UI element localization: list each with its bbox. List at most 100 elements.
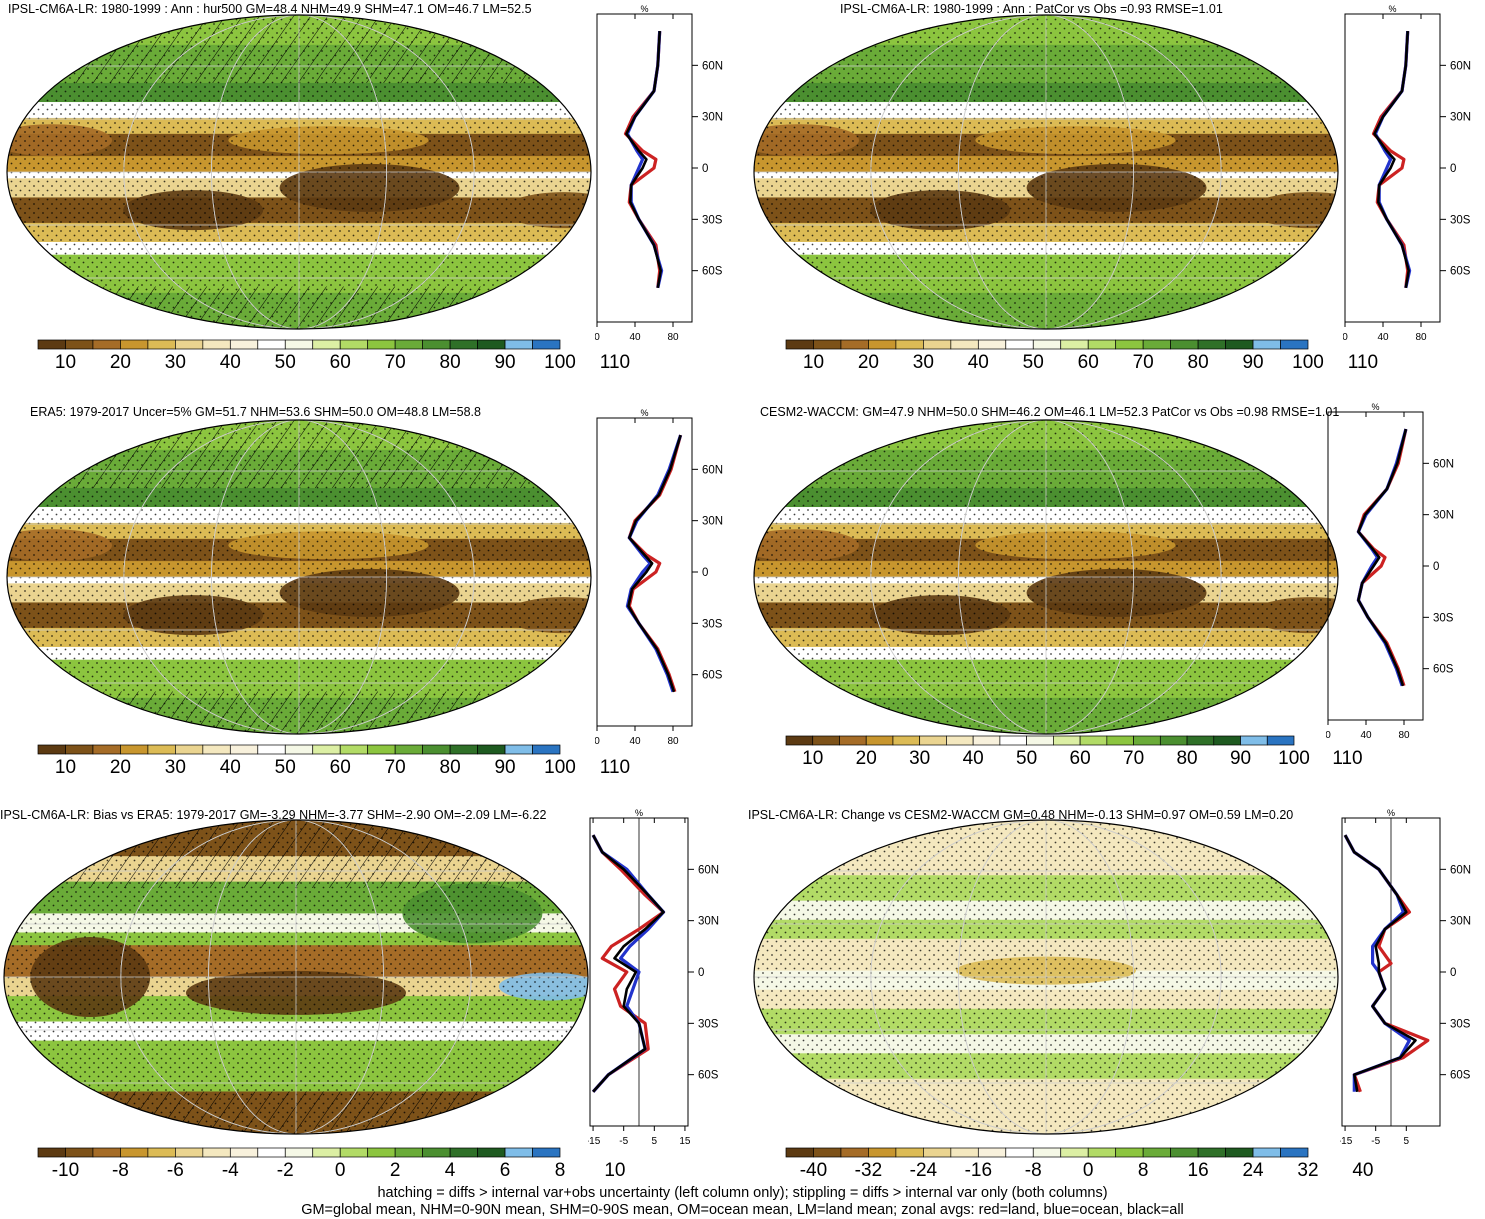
colorbar-box [394,339,423,350]
colorbar-box [65,1147,94,1158]
colorbar-box [840,339,869,350]
colorbar-box [892,735,921,746]
colorbar-label: 2 [389,1160,401,1181]
colorbar-box [37,339,66,350]
y-tick-label: 60S [1450,266,1471,278]
colorbar-label: 30 [164,757,186,778]
colorbar-box [1280,339,1309,350]
colorbar-box [504,744,533,755]
colorbar-label: 70 [1132,352,1154,373]
colorbar-box [1197,1147,1226,1158]
colorbar-label: 4 [444,1160,456,1181]
y-tick-label: 30S [1450,1018,1471,1030]
colorbar-box [120,1147,149,1158]
y-tick-label: 0 [1433,561,1439,573]
colorbar-label: 90 [1229,748,1252,769]
zonal-profile: % 60N 30N 0 30S 60S 0 40 80 [594,4,723,343]
map-p6 [752,818,1340,1141]
x-tick-label: 5 [1404,1136,1410,1146]
colorbar-label: 60 [1069,748,1091,769]
map-p2 [752,13,1340,336]
colorbar-box [1186,735,1215,746]
colorbar-p5 [37,1146,561,1164]
colorbar-box [477,1147,506,1158]
colorbar-box [1005,1147,1034,1158]
profile-line-all [625,31,662,289]
colorbar-box [785,1147,814,1158]
x-tick-label: 0 [595,332,600,342]
colorbar-box [147,339,176,350]
graticule-line [957,820,1134,1134]
x-tick-label: 15 [679,1136,691,1146]
map-plot [3,819,589,1135]
colorbar-label: 60 [329,352,351,373]
x-tick-label: 0 [1343,332,1348,342]
colorbar-box [1106,735,1134,746]
colorbar-box [865,735,894,746]
graticule-line [870,420,1222,734]
y-tick-label: 30S [1433,612,1454,624]
colorbar-label: 70 [384,352,406,373]
x-tick-label: 40 [629,736,641,746]
profile-unit: % [1387,808,1395,818]
colorbar-box [1060,339,1089,350]
colorbar-box [37,1147,66,1158]
colorbar-box [813,1147,842,1158]
colorbar-box [504,339,533,350]
colorbar-p3 [37,743,561,761]
y-tick-label: 60S [702,670,723,682]
colorbar-box [339,339,369,350]
zonal-profile: % 60N 30N 0 30S 60S 0 40 80 [1342,4,1471,343]
colorbar-label: 80 [1187,352,1209,373]
profile-p1: % 60N 30N 0 30S 60S 0 40 80 [594,4,735,347]
colorbar-box [120,339,149,350]
map-border [3,819,589,1135]
colorbar-label: -2 [276,1160,294,1181]
colorbar-box [65,744,94,755]
graticule-line [957,420,1134,734]
colorbar-box [1170,339,1199,350]
graticule-line [870,820,1222,1134]
colorbar-box [367,744,396,755]
colorbar-box [946,735,974,746]
colorbar-label: 90 [1242,352,1264,373]
map-plot [753,14,1339,330]
colorbar-box [202,339,231,350]
map-plot [6,14,592,330]
colorbar-label: 70 [384,757,406,778]
y-tick-label: 60N [698,864,719,876]
colorbar-label: 0 [334,1160,346,1181]
colorbar [37,339,561,350]
colorbar-box [147,1147,176,1158]
colorbar-label: 90 [494,352,516,373]
y-tick-label: 30S [698,1018,719,1030]
colorbar-label: 100 [1292,352,1324,373]
x-tick-label: 0 [595,736,600,746]
colorbar-label: 30 [909,748,931,769]
colorbar-label: 10 [802,748,824,769]
x-tick-label: 80 [1398,730,1410,740]
colorbar-label: -6 [166,1160,184,1181]
colorbar-box [923,1147,952,1158]
colorbar-box [977,1147,1007,1158]
x-tick-label: 40 [629,332,641,342]
y-tick-label: 60S [698,1070,719,1082]
colorbar-p1 [37,338,561,356]
y-tick-label: 30S [702,618,723,630]
colorbar-label: 6 [499,1160,511,1181]
colorbar-box [394,1147,423,1158]
graticule-line [957,15,1134,329]
colorbar-label: 110 [599,352,631,373]
profile-p4: % 60N 30N 0 30S 60S 0 40 80 [1325,402,1466,745]
colorbar-box [839,735,867,746]
x-tick-label: 40 [1377,332,1389,342]
map-plot [753,819,1339,1135]
colorbar-label: 20 [109,757,131,778]
colorbar-label: 8 [1137,1160,1149,1181]
colorbar-box [147,744,176,755]
x-tick-label: 40 [1360,730,1372,740]
colorbar-label: 110 [1332,748,1363,769]
colorbar-box [1280,1147,1309,1158]
colorbar-box [477,744,506,755]
colorbar-box [229,1147,259,1158]
